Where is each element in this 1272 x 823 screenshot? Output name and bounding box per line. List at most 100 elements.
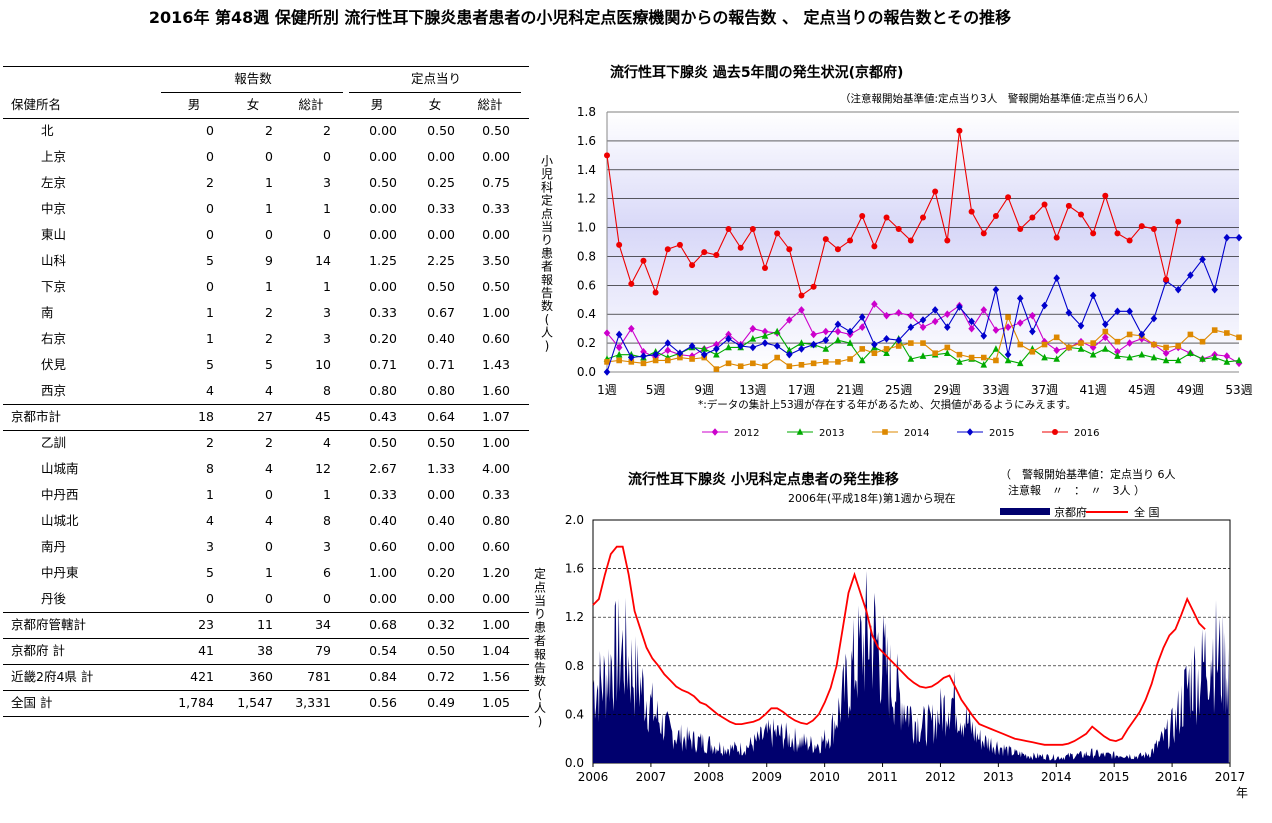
table-top-rule	[3, 66, 529, 67]
table-row: 下京 0 1 1 0.00 0.50 0.50	[3, 274, 529, 300]
data-point	[956, 358, 963, 365]
cell-r_t: 8	[323, 513, 331, 528]
data-point	[1162, 356, 1170, 364]
data-point	[1102, 345, 1109, 352]
data-point	[859, 346, 866, 352]
data-point	[615, 343, 623, 352]
data-point	[956, 127, 963, 134]
cell-r_f: 1	[265, 279, 273, 294]
data-point	[615, 350, 623, 358]
cell-p_t: 0.60	[482, 539, 510, 554]
data-point	[931, 317, 939, 326]
data-point	[992, 213, 999, 219]
data-point	[725, 360, 732, 367]
y-tick-label: 1.6	[565, 562, 584, 576]
data-point	[749, 226, 756, 232]
cell-r_f: 27	[257, 409, 273, 424]
cell-r_f: 1	[265, 175, 273, 190]
data-point	[1150, 353, 1158, 361]
cell-p_m: 0.54	[369, 643, 397, 658]
data-point	[676, 349, 684, 358]
y-axis-label-char: 数	[534, 673, 546, 688]
data-point	[700, 345, 708, 352]
series-line-national	[592, 545, 1206, 746]
data-point	[677, 354, 683, 361]
cell-p_t: 1.00	[482, 435, 510, 450]
data-point	[786, 350, 793, 359]
data-point	[1126, 353, 1133, 361]
table-row: 伏見 5 5 10 0.71 0.71 1.43	[3, 352, 529, 378]
cell-r_m: 1	[206, 331, 214, 346]
row-name: 南丹	[41, 539, 67, 554]
cell-r_f: 2	[265, 123, 273, 138]
cell-p_m: 0.00	[369, 123, 397, 138]
data-point	[932, 188, 939, 195]
data-point	[919, 352, 927, 359]
cell-r_t: 2	[323, 123, 331, 138]
weekly-5yr-chart: 流行性耳下腺炎 過去5年間の発生状況(京都府) （注意報開始基準値:定点当り3人 …	[541, 64, 1253, 439]
cell-p_f: 0.72	[427, 669, 455, 684]
table-row: 南丹 3 0 3 0.60 0.00 0.60	[3, 534, 529, 560]
data-point	[1187, 331, 1194, 338]
column-header-4: 男	[370, 97, 384, 112]
data-point	[1236, 334, 1242, 341]
data-point	[992, 345, 1000, 352]
data-point	[1126, 339, 1133, 347]
data-point	[858, 323, 866, 332]
cell-p_m: 0.33	[369, 487, 397, 502]
y-tick-label: 0.6	[577, 278, 596, 292]
cell-p_t: 1.60	[482, 383, 510, 398]
cell-r_f: 0	[265, 227, 273, 242]
group-rule-reports	[161, 92, 343, 93]
y-axis-label-char: 者	[541, 260, 553, 274]
page-title: 2016年 第48週 保健所別 流行性耳下腺炎患者患者の小児科定点医療機関からの…	[148, 8, 1012, 27]
cell-r_f: 1	[265, 565, 273, 580]
cell-p_f: 0.40	[427, 513, 455, 528]
table-row: 中京 0 1 1 0.00 0.33 0.33	[3, 196, 529, 222]
data-point	[628, 280, 635, 287]
data-point	[992, 326, 1000, 334]
data-point	[992, 285, 1000, 294]
table-bottom-rule	[3, 716, 529, 717]
data-point	[1005, 314, 1011, 320]
x-tick-label: 2014	[1041, 770, 1072, 784]
data-point	[1174, 356, 1182, 364]
y-tick-label: 0.4	[565, 707, 584, 721]
x-tick-label: 2013	[983, 770, 1014, 784]
data-point	[835, 359, 841, 365]
data-point	[1126, 237, 1133, 244]
y-axis-label-char: 人	[534, 701, 546, 715]
data-point	[822, 236, 829, 243]
data-point	[810, 283, 817, 290]
row-name: 左京	[41, 175, 67, 190]
cell-p_t: 1.43	[482, 357, 510, 372]
data-point	[871, 300, 878, 308]
data-point	[1211, 285, 1218, 294]
data-point	[796, 428, 804, 435]
data-point	[1114, 338, 1121, 345]
data-point	[822, 327, 830, 336]
cell-r_t: 3	[323, 331, 331, 346]
data-point	[774, 230, 781, 237]
cell-r_m: 0	[206, 279, 214, 294]
y-axis-label-char: 告	[541, 286, 553, 300]
cell-p_f: 0.20	[427, 565, 455, 580]
data-point	[1187, 271, 1194, 280]
cell-p_m: 0.00	[369, 279, 397, 294]
data-point	[1235, 359, 1243, 368]
cell-p_f: 0.49	[427, 695, 455, 710]
x-tick-label: 21週	[836, 383, 863, 397]
table-row: 京都市計 18 27 45 0.43 0.64 1.07	[3, 404, 529, 430]
data-point	[968, 324, 975, 333]
row-name: 中丹東	[41, 565, 79, 580]
data-point	[1005, 194, 1012, 201]
cell-p_f: 0.32	[427, 617, 455, 632]
row-name: 南	[41, 305, 54, 320]
data-point	[725, 226, 732, 232]
table-row: 南 1 2 3 0.33 0.67 1.00	[3, 300, 529, 326]
table-column-header-row: 保健所名 男 女 総計 男 女 総計	[3, 92, 529, 118]
data-point	[883, 311, 890, 320]
cell-p_t: 1.04	[482, 643, 510, 658]
cell-r_m: 23	[198, 617, 214, 632]
row-name: 乙訓	[41, 435, 67, 450]
